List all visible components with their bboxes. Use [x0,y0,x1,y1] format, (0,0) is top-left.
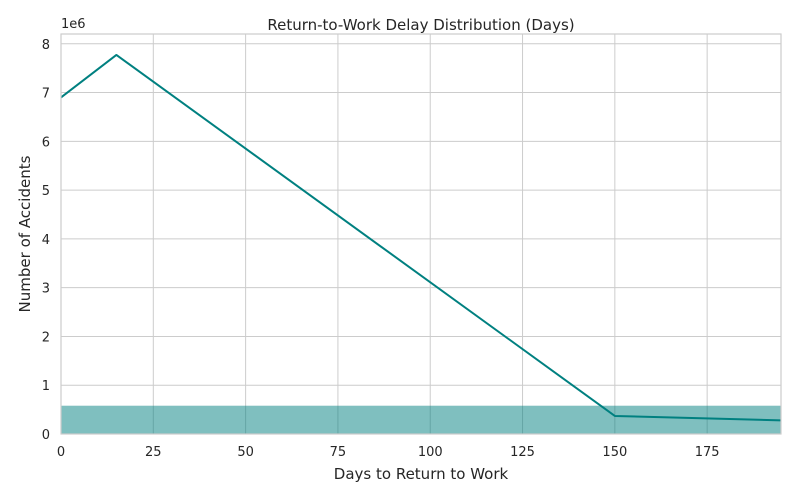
y-tick-label: 6 [42,135,50,150]
shaded-band-layer [61,405,781,434]
x-tick-label: 175 [695,445,720,460]
x-axis-label: Days to Return to Work [334,465,509,483]
y-tick-label: 4 [42,233,50,248]
shaded-band [61,405,781,434]
y-tick-label: 1 [42,379,50,394]
series-layer [60,53,782,422]
y-tick-label: 7 [42,87,50,102]
y-tick-labels: 0 1 2 3 4 5 6 7 8 [42,38,50,443]
y-tick-label: 8 [42,38,50,53]
x-tick-label: 50 [237,445,254,460]
grid [60,34,781,435]
x-tick-label: 75 [330,445,347,460]
plot-frame [60,33,782,435]
x-tick-label: 125 [510,445,535,460]
x-tick-label: 0 [57,445,65,460]
x-tick-label: 25 [145,445,162,460]
y-tick-label: 5 [42,184,50,199]
y-offset-label: 1e6 [61,17,86,32]
chart-title: Return-to-Work Delay Distribution (Days) [267,16,574,34]
x-tick-label: 100 [418,445,443,460]
y-tick-label: 2 [42,330,50,345]
y-axis-label: Number of Accidents [16,155,34,312]
series-line [60,53,782,422]
x-tick-labels: 0 25 50 75 100 125 150 175 [57,445,720,460]
x-tick-label: 150 [602,445,627,460]
y-tick-label: 0 [42,428,50,443]
y-tick-label: 3 [42,282,50,297]
